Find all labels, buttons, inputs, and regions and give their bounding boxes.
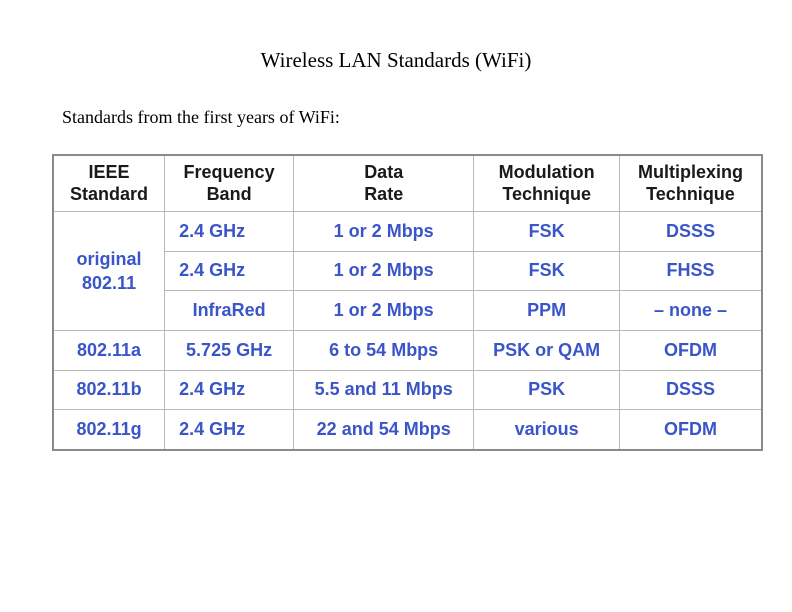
cell-standard: 802.11b bbox=[52, 369, 166, 411]
header-data-rate: Data Rate bbox=[293, 154, 475, 212]
cell-modulation: FSK bbox=[473, 250, 620, 292]
table-row: InfraRed 1 or 2 Mbps PPM – none – bbox=[53, 290, 763, 331]
cell-multiplexing: FHSS bbox=[618, 250, 763, 292]
cell-multiplexing: OFDM bbox=[618, 409, 763, 451]
cell-data-rate: 5.5 and 11 Mbps bbox=[293, 369, 475, 411]
header-text: Modulation bbox=[498, 162, 595, 183]
cell-modulation: various bbox=[473, 409, 620, 451]
header-ieee-standard: IEEE Standard bbox=[52, 154, 166, 212]
header-text: Technique bbox=[502, 184, 591, 205]
cell-standard: 802.11g bbox=[52, 409, 166, 451]
page-subtitle: Standards from the first years of WiFi: bbox=[62, 107, 340, 127]
table-row: 802.11a 5.725 GHz 6 to 54 Mbps PSK or QA… bbox=[52, 329, 763, 371]
header-text: Multiplexing bbox=[637, 162, 743, 183]
table-row: original 802.11 2.4 GHz 1 or 2 Mbps FSK … bbox=[52, 210, 763, 331]
standards-table-container: IEEE Standard Frequency Band Data Rate M… bbox=[52, 154, 763, 451]
cell-modulation: PPM bbox=[473, 290, 620, 331]
cell-multiplexing: DSSS bbox=[618, 369, 763, 411]
cell-frequency-band: 2.4 GHz bbox=[164, 210, 295, 252]
cell-modulation: FSK bbox=[473, 210, 620, 252]
header-text: Rate bbox=[364, 184, 404, 205]
header-frequency-band: Frequency Band bbox=[164, 154, 295, 212]
cell-frequency-band: InfraRed bbox=[164, 290, 295, 331]
page-title: Wireless LAN Standards (WiFi) bbox=[260, 48, 532, 72]
cell-multiplexing: – none – bbox=[618, 290, 763, 331]
cell-multiplexing: DSSS bbox=[618, 210, 763, 252]
table-row: 2.4 GHz 1 or 2 Mbps FSK FHSS bbox=[53, 250, 763, 292]
header-text: Data bbox=[364, 162, 404, 183]
header-modulation-technique: Modulation Technique bbox=[473, 154, 620, 212]
standard-name: original bbox=[76, 248, 142, 269]
header-text: Standard bbox=[70, 184, 149, 205]
cell-multiplexing: OFDM bbox=[618, 329, 763, 371]
cell-frequency-band: 2.4 GHz bbox=[164, 369, 295, 411]
header-text: IEEE bbox=[88, 162, 130, 183]
cell-data-rate: 1 or 2 Mbps bbox=[293, 250, 475, 292]
cell-data-rate: 22 and 54 Mbps bbox=[293, 409, 475, 451]
cell-standard-original: original 802.11 bbox=[52, 210, 166, 331]
table-row: 802.11b 2.4 GHz 5.5 and 11 Mbps PSK DSSS bbox=[52, 369, 763, 411]
cell-frequency-band: 2.4 GHz bbox=[164, 250, 295, 292]
cell-data-rate: 1 or 2 Mbps bbox=[293, 290, 475, 331]
header-text: Frequency bbox=[183, 162, 275, 183]
standards-table: IEEE Standard Frequency Band Data Rate M… bbox=[52, 154, 763, 451]
header-multiplexing-technique: Multiplexing Technique bbox=[618, 154, 763, 212]
header-text: Band bbox=[206, 184, 252, 205]
cell-standard: 802.11a bbox=[52, 329, 166, 371]
cell-data-rate: 6 to 54 Mbps bbox=[293, 329, 475, 371]
table-row: 802.11g 2.4 GHz 22 and 54 Mbps various O… bbox=[52, 409, 763, 451]
standard-number: 802.11 bbox=[82, 272, 137, 293]
cell-modulation: PSK bbox=[473, 369, 620, 411]
cell-frequency-band: 2.4 GHz bbox=[164, 409, 295, 451]
cell-modulation: PSK or QAM bbox=[473, 329, 620, 371]
cell-frequency-band: 5.725 GHz bbox=[164, 329, 295, 371]
header-text: Technique bbox=[646, 184, 735, 205]
cell-data-rate: 1 or 2 Mbps bbox=[293, 210, 475, 252]
table-header-row: IEEE Standard Frequency Band Data Rate M… bbox=[52, 154, 763, 212]
